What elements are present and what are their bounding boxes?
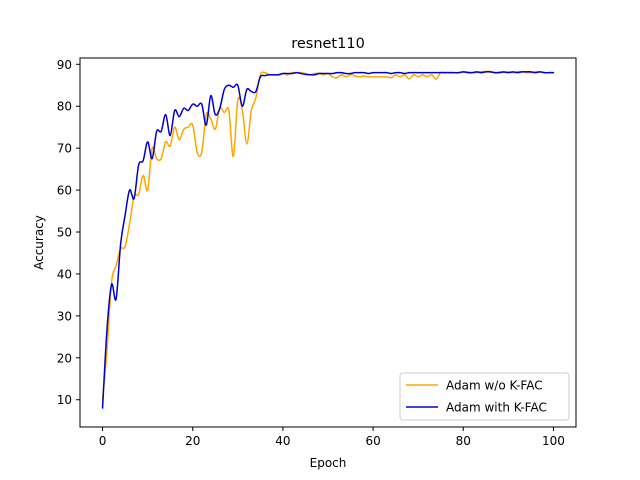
series-line-1 [101,70,555,409]
x-tick-label: 40 [275,434,290,448]
x-tick-label: 0 [99,434,107,448]
y-tick-label: 40 [57,267,72,281]
legend-box [399,372,570,421]
y-tick-label: 50 [57,226,72,240]
y-tick-label: 90 [57,58,72,72]
x-axis-label: Epoch [310,456,347,470]
chart-title: resnet110 [291,36,365,52]
y-tick-label: 30 [57,309,72,323]
y-tick-label: 70 [57,142,72,156]
x-tick-label: 60 [365,434,380,448]
x-tick-label: 80 [456,434,471,448]
plot-frame [79,57,577,428]
y-axis-label: Accuracy [32,215,46,270]
series-layer [101,70,555,409]
legend-label-1: Adam with K-FAC [446,401,547,415]
y-tick-label: 10 [57,393,72,407]
x-tick-label: 100 [542,434,565,448]
legend-label-0: Adam w/o K-FAC [446,379,543,393]
x-tick-label: 20 [185,434,200,448]
y-tick-label: 20 [57,351,72,365]
ticks-layer: 0 20 40 60 80 100 10 20 30 40 50 60 70 80 90 [57,58,565,448]
legend: Adam w/o K-FAC Adam with K-FAC [399,372,570,421]
y-tick-label: 60 [57,184,72,198]
y-tick-label: 80 [57,100,72,114]
